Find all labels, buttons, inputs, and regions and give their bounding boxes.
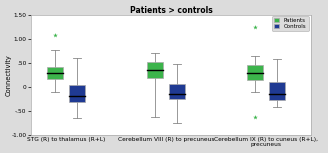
Title: Patients > controls: Patients > controls [130, 6, 212, 15]
Bar [247, 65, 263, 80]
Bar [47, 67, 63, 79]
Bar [69, 85, 85, 102]
Legend: Patients, Controls: Patients, Controls [272, 16, 309, 31]
Bar [147, 62, 163, 78]
Bar [269, 82, 285, 100]
Bar [169, 84, 185, 99]
Y-axis label: Connectivity: Connectivity [6, 54, 11, 96]
